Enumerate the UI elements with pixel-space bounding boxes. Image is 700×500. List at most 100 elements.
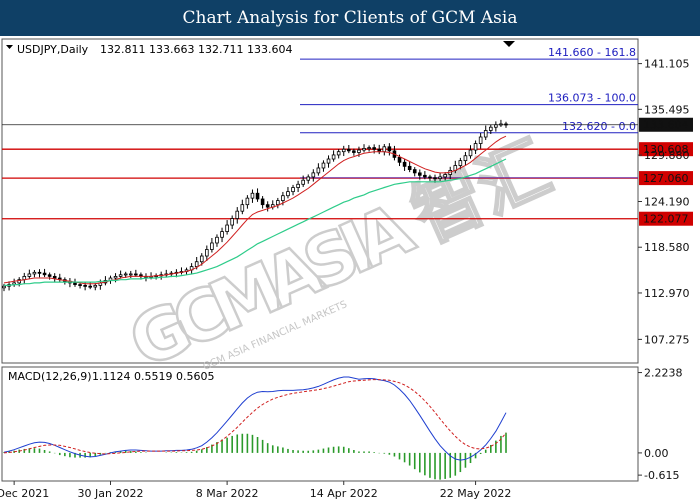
price-tick-label: 107.275 (644, 333, 690, 346)
date-tick-label: 30 Jan 2022 (78, 487, 144, 500)
candle-body (347, 148, 351, 152)
price-tick-label: 112.970 (644, 287, 690, 300)
candle-body (306, 176, 311, 181)
candle-body (488, 126, 493, 131)
candle-body (276, 200, 280, 206)
candle-body (321, 162, 326, 169)
candle-body (255, 192, 260, 200)
candle-body (88, 285, 92, 288)
date-tick-label: 23 Dec 2021 (0, 487, 49, 500)
candle-body (438, 176, 442, 179)
levels-layer: 141.660 - 161.8 136.073 - 100.0 132.620 - … (2, 46, 693, 226)
candle-body (230, 218, 234, 226)
price-tick-label: 124.190 (644, 195, 690, 208)
candle-body (240, 204, 245, 212)
candle-body (362, 148, 366, 151)
candle-body (382, 146, 387, 153)
macd-panel-frame (1, 366, 639, 482)
date-tick-label: 14 Apr 2022 (310, 487, 378, 500)
candle-body (387, 146, 392, 152)
candle-body (316, 167, 321, 174)
candle-body (443, 174, 447, 178)
candle-body (407, 165, 412, 171)
candle-body (118, 274, 123, 277)
ma-green-line (4, 158, 507, 286)
candle-body (367, 147, 371, 150)
price-tick-label: 141.105 (644, 58, 690, 71)
candle-body (37, 271, 42, 274)
candle-body (32, 271, 37, 275)
ma-red-line (3, 135, 507, 285)
candle-body (210, 242, 214, 250)
date-tick-label: 22 May 2022 (440, 487, 512, 500)
fib-level-label: 136.073 - 100.0 (548, 92, 636, 105)
last-price-tag (639, 117, 693, 132)
candle-body (301, 179, 305, 185)
candle-body (199, 255, 204, 263)
candle-body (205, 249, 209, 257)
level-price-tag (639, 171, 693, 186)
macd-layer (3, 376, 507, 480)
candle-body (265, 204, 270, 208)
level-price-tag (639, 142, 693, 157)
candle-body (42, 272, 47, 276)
macd-label: MACD(12,26,9) (8, 370, 92, 383)
candle-body (336, 151, 341, 156)
level-price-label: 127.060 (643, 172, 689, 185)
fib-level-label: 132.620 - 0.0 (562, 120, 636, 133)
symbol-dropdown-icon[interactable] (6, 45, 13, 49)
candle-body (128, 273, 133, 276)
candle-body (494, 124, 498, 128)
candle-body (357, 149, 361, 153)
candle-body (215, 236, 219, 244)
candle-body (225, 224, 229, 232)
main-panel-frame (1, 38, 639, 364)
price-tick-label: 129.880 (644, 149, 690, 162)
candle-body (93, 284, 98, 288)
candle-body (286, 191, 290, 197)
candle-body (281, 195, 285, 201)
chart-canvas: GCMASIA 智汇 GCM ASIA FINANCIAL MARKETS 14… (0, 38, 693, 500)
candle-body (468, 149, 473, 157)
symbol-label: USDJPY,Daily (17, 43, 89, 56)
candle-body (372, 147, 376, 150)
level-price-label: 122.077 (643, 213, 689, 226)
date-tick-label: 8 Mar 2022 (196, 487, 259, 500)
macd-tick-label: 0.00 (644, 447, 669, 460)
candle-body (412, 169, 417, 174)
candle-body (73, 282, 77, 285)
candle-body (123, 273, 128, 276)
candle-body (483, 130, 488, 138)
candle-body (428, 176, 432, 179)
candle-body (418, 172, 422, 176)
level-price-label: 130.608 (643, 143, 689, 156)
candle-body (27, 273, 32, 277)
candle-body (17, 279, 22, 284)
candle-body (402, 161, 407, 167)
candle-body (113, 276, 118, 279)
macd-signal-line (3, 379, 507, 455)
candle-body (47, 274, 52, 277)
price-tick-label: 118.580 (644, 241, 690, 254)
candle-body (352, 150, 356, 153)
price-tick-label: 135.495 (644, 103, 690, 116)
macd-line (3, 376, 507, 461)
candle-body (220, 231, 224, 238)
macd-tick-label: 2.2238 (644, 367, 683, 380)
candle-body (499, 123, 503, 126)
candle-body (83, 284, 87, 287)
candle-body (504, 123, 508, 126)
last-price-label: 133.604 (643, 119, 689, 132)
candle-body (478, 136, 483, 144)
candle-body (311, 172, 316, 178)
candle-body (423, 174, 427, 178)
fib-level-label: 141.660 - 161.8 (548, 46, 636, 59)
candle-body (296, 183, 300, 188)
candle-body (134, 273, 138, 276)
candle-body (78, 284, 82, 286)
candle-body (2, 285, 6, 289)
shift-marker-icon[interactable] (503, 41, 515, 47)
candle-body (52, 276, 57, 279)
ohlc-header: 132.811 133.663 132.711 133.604 (100, 43, 292, 56)
